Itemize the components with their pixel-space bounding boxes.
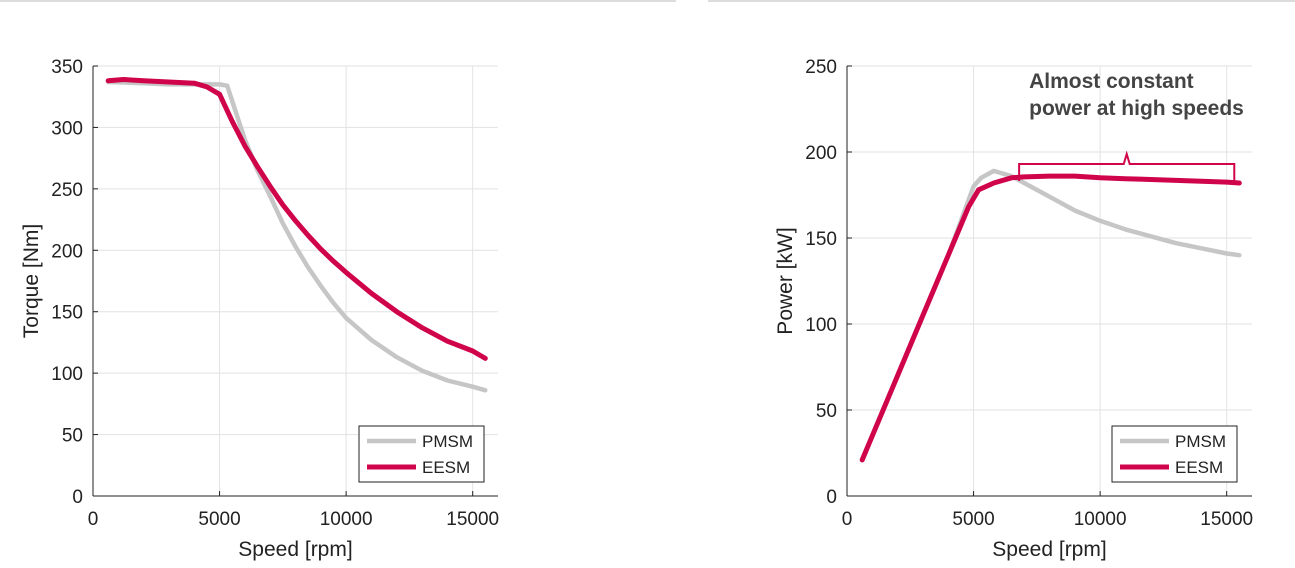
- x-tick-label: 10000: [320, 509, 373, 530]
- top-divider-right: [708, 0, 1295, 2]
- y-tick-label: 100: [51, 364, 83, 385]
- annotation-bracket: [1018, 150, 1236, 182]
- annotation-text-line: power at high speeds: [1029, 97, 1244, 120]
- legend-label-pmsm: PMSM: [1175, 432, 1226, 451]
- y-axis-label: Torque [Nm]: [20, 224, 43, 338]
- legend-box: [358, 425, 485, 483]
- x-tick-label: 0: [842, 509, 853, 530]
- y-tick-label: 250: [805, 57, 837, 78]
- x-tick-label: 10000: [1074, 509, 1127, 530]
- x-axis-label: Speed [rpm]: [238, 538, 352, 561]
- x-tick-label: 15000: [1200, 509, 1253, 530]
- y-tick-label: 300: [51, 118, 83, 139]
- legend-box: [1111, 425, 1238, 483]
- x-tick-label: 5000: [198, 509, 240, 530]
- y-tick-label: 200: [805, 143, 837, 164]
- y-tick-label: 200: [51, 241, 83, 262]
- x-axis-label: Speed [rpm]: [992, 538, 1106, 561]
- legend: PMSM EESM: [358, 425, 485, 483]
- y-tick-label: 150: [805, 229, 837, 250]
- legend-label-eesm: EESM: [422, 458, 470, 477]
- top-divider-left: [0, 0, 676, 2]
- annotation-text-line: Almost constant: [1029, 70, 1194, 93]
- x-tick-label: 5000: [952, 509, 994, 530]
- y-tick-label: 150: [51, 303, 83, 324]
- y-tick-label: 0: [826, 487, 837, 508]
- x-tick-label: 0: [88, 509, 99, 530]
- legend-label-pmsm: PMSM: [422, 432, 473, 451]
- y-tick-label: 350: [51, 57, 83, 78]
- y-tick-label: 50: [62, 426, 83, 447]
- series-line-pmsm: [859, 168, 1242, 463]
- legend: PMSM EESM: [1111, 425, 1238, 483]
- y-tick-label: 250: [51, 180, 83, 201]
- y-axis-label: Power [kW]: [774, 227, 797, 334]
- y-tick-label: 100: [805, 315, 837, 336]
- series-line-eesm: [105, 77, 488, 361]
- legend-label-eesm: EESM: [1175, 458, 1223, 477]
- y-tick-label: 50: [816, 401, 837, 422]
- x-tick-label: 15000: [446, 509, 499, 530]
- y-tick-label: 0: [72, 487, 83, 508]
- series-line-eesm: [859, 173, 1242, 463]
